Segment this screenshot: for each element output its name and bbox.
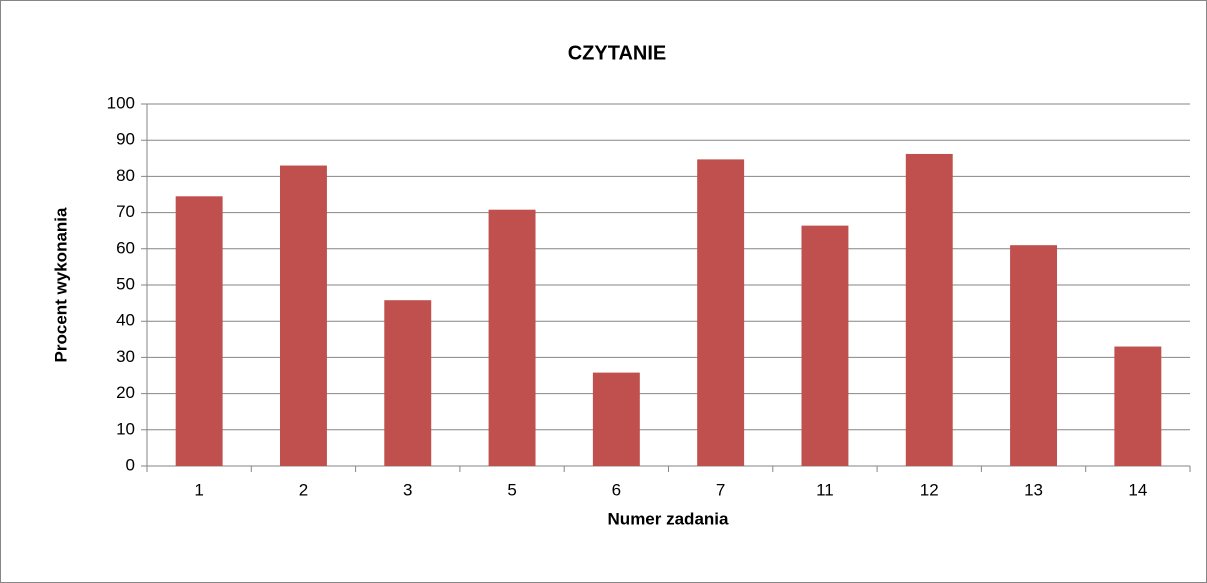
x-tick-label: 14 [1128, 480, 1147, 499]
bar [488, 209, 536, 467]
x-tick-label: 2 [299, 480, 308, 499]
bar [905, 153, 953, 466]
x-tick-label: 5 [507, 480, 516, 499]
bar [801, 225, 849, 466]
y-tick-label: 60 [116, 238, 135, 257]
y-axis-label: Procent wykonania [51, 207, 70, 362]
bar [592, 372, 640, 466]
y-tick-label: 80 [116, 166, 135, 185]
chart-title: CZYTANIE [568, 42, 667, 64]
y-tick-label: 10 [116, 419, 135, 438]
y-tick-label: 0 [126, 455, 135, 474]
y-tick-label: 50 [116, 274, 135, 293]
bar [697, 159, 745, 467]
x-tick-label: 3 [403, 480, 412, 499]
bar [175, 196, 223, 466]
x-tick-label: 11 [816, 480, 834, 499]
y-tick-label: 30 [116, 347, 135, 366]
y-tick-label: 40 [116, 311, 135, 330]
bar [1114, 346, 1162, 466]
x-tick-label: 13 [1024, 480, 1043, 499]
x-tick-label: 1 [194, 480, 203, 499]
y-tick-label: 70 [116, 202, 135, 221]
bar [279, 165, 327, 467]
y-tick-label: 90 [116, 130, 135, 149]
bar [1010, 245, 1058, 466]
x-axis-label: Numer zadania [608, 509, 729, 528]
x-tick-label: 6 [612, 480, 621, 499]
bar [384, 300, 432, 466]
x-tick-label: 12 [920, 480, 939, 499]
x-tick-label: 7 [716, 480, 725, 499]
y-tick-label: 20 [116, 383, 135, 402]
y-tick-label: 100 [107, 93, 135, 112]
